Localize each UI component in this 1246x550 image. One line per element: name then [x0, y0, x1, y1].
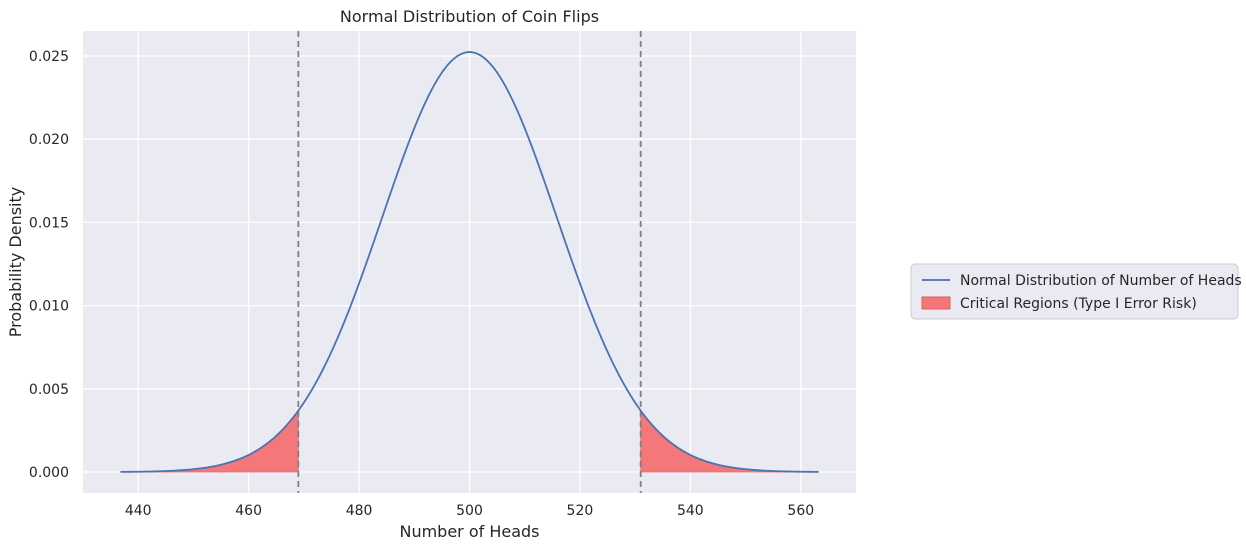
y-tick-label: 0.015	[29, 215, 69, 231]
normal-curve-line	[120, 51, 819, 473]
x-tick-label: 440	[125, 503, 152, 519]
x-tick-labels: 440 460 480 500 520 540 560	[125, 503, 814, 519]
critical-value-lines	[297, 31, 642, 493]
y-tick-label: 0.020	[29, 132, 69, 148]
y-tick-label: 0.025	[29, 49, 69, 65]
x-tick-label: 500	[456, 503, 483, 519]
y-tick-label: 0.005	[29, 382, 69, 398]
legend: Normal Distribution of Number of Heads C…	[910, 263, 1242, 320]
legend-label-curve: Normal Distribution of Number of Heads	[960, 273, 1242, 289]
legend-fill-swatch	[921, 296, 951, 310]
x-tick-label: 460	[235, 503, 262, 519]
y-tick-label: 0.000	[29, 465, 69, 481]
x-tick-label: 560	[787, 503, 814, 519]
x-tick-label: 520	[567, 503, 594, 519]
x-tick-label: 480	[346, 503, 373, 519]
y-tick-labels: 0.000 0.005 0.010 0.015 0.020 0.025	[29, 49, 69, 481]
y-tick-label: 0.010	[29, 299, 69, 315]
legend-label-critical: Critical Regions (Type I Error Risk)	[960, 296, 1197, 312]
x-tick-label: 540	[677, 503, 704, 519]
x-axis-label: Number of Heads	[399, 522, 539, 541]
chart-title: Normal Distribution of Coin Flips	[340, 7, 599, 26]
y-axis-label: Probability Density	[6, 187, 25, 338]
legend-box	[910, 263, 1239, 320]
